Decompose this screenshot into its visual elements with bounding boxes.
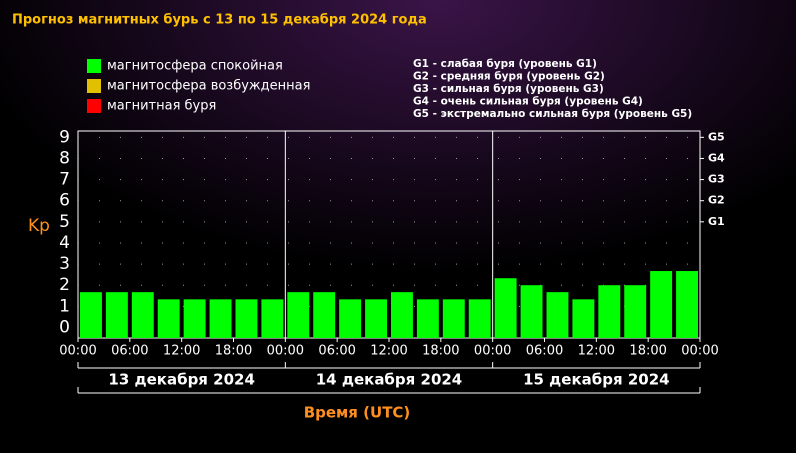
day-label: 15 декабря 2024 xyxy=(523,371,670,389)
scale-note: G2 - средняя буря (уровень G2) xyxy=(413,71,605,83)
bar xyxy=(105,292,128,338)
x-tick-label: 18:00 xyxy=(215,344,252,359)
y2-tick-label: G3 xyxy=(708,173,725,186)
bar xyxy=(261,299,284,338)
legend-swatch xyxy=(87,99,101,113)
bar xyxy=(624,285,647,338)
y2-tick-label: G1 xyxy=(708,215,725,228)
legend-swatch xyxy=(87,59,101,73)
y-tick-label: 1 xyxy=(59,296,70,316)
day-label: 14 декабря 2024 xyxy=(316,371,463,389)
scale-note: G5 - экстремально сильная буря (уровень … xyxy=(413,108,692,120)
y2-tick-label: G4 xyxy=(708,151,725,164)
x-tick-label: 00:00 xyxy=(474,344,511,359)
bar xyxy=(157,299,180,338)
legend-label: магнитная буря xyxy=(107,99,216,114)
x-tick-label: 06:00 xyxy=(111,344,148,359)
bar xyxy=(80,292,102,338)
legend-swatch xyxy=(87,79,101,93)
y-tick-label: 3 xyxy=(59,254,70,274)
chart-title: Прогноз магнитных бурь с 13 по 15 декабр… xyxy=(12,13,427,28)
x-tick-label: 00:00 xyxy=(59,344,96,359)
y-tick-label: 2 xyxy=(59,275,70,295)
x-tick-label: 06:00 xyxy=(318,344,355,359)
y-tick-label: 7 xyxy=(59,170,70,190)
x-tick-label: 18:00 xyxy=(629,344,666,359)
y-tick-label: 9 xyxy=(59,127,70,147)
bar xyxy=(442,299,465,338)
bar xyxy=(365,299,387,338)
scale-note: G1 - слабая буря (уровень G1) xyxy=(413,58,597,70)
bar xyxy=(339,299,362,338)
x-axis-label: Время (UTC) xyxy=(304,404,411,422)
bar xyxy=(416,299,439,338)
bar xyxy=(287,292,310,338)
bar xyxy=(468,299,491,338)
bar xyxy=(313,292,336,338)
y-tick-label: 4 xyxy=(59,233,70,253)
legend-label: магнитосфера спокойная xyxy=(107,59,283,74)
x-tick-label: 18:00 xyxy=(422,344,459,359)
bar xyxy=(598,285,621,338)
y-tick-label: 5 xyxy=(59,212,70,232)
x-tick-label: 06:00 xyxy=(526,344,563,359)
bar xyxy=(391,292,413,338)
bar xyxy=(235,299,258,338)
scale-note: G4 - очень сильная буря (уровень G4) xyxy=(413,96,643,108)
bar xyxy=(183,299,206,338)
x-tick-label: 00:00 xyxy=(681,344,718,359)
bar xyxy=(520,285,543,338)
x-tick-label: 12:00 xyxy=(578,344,615,359)
y2-tick-label: G5 xyxy=(708,130,725,143)
bar xyxy=(209,299,232,338)
y2-tick-label: G2 xyxy=(708,194,725,207)
x-tick-label: 00:00 xyxy=(267,344,304,359)
bar xyxy=(131,292,154,338)
bar xyxy=(494,278,517,338)
y-axis-label: Kp xyxy=(28,216,50,236)
x-tick-label: 12:00 xyxy=(370,344,407,359)
bar xyxy=(650,271,673,338)
bar xyxy=(572,299,595,338)
day-label: 13 декабря 2024 xyxy=(108,371,255,389)
bar xyxy=(676,271,698,338)
legend-label: магнитосфера возбужденная xyxy=(107,79,310,94)
bar xyxy=(546,292,569,338)
y-tick-label: 0 xyxy=(59,317,70,337)
scale-note: G3 - сильная буря (уровень G3) xyxy=(413,83,604,95)
y-tick-label: 8 xyxy=(59,148,70,168)
x-tick-label: 12:00 xyxy=(163,344,200,359)
y-tick-label: 6 xyxy=(59,191,70,211)
